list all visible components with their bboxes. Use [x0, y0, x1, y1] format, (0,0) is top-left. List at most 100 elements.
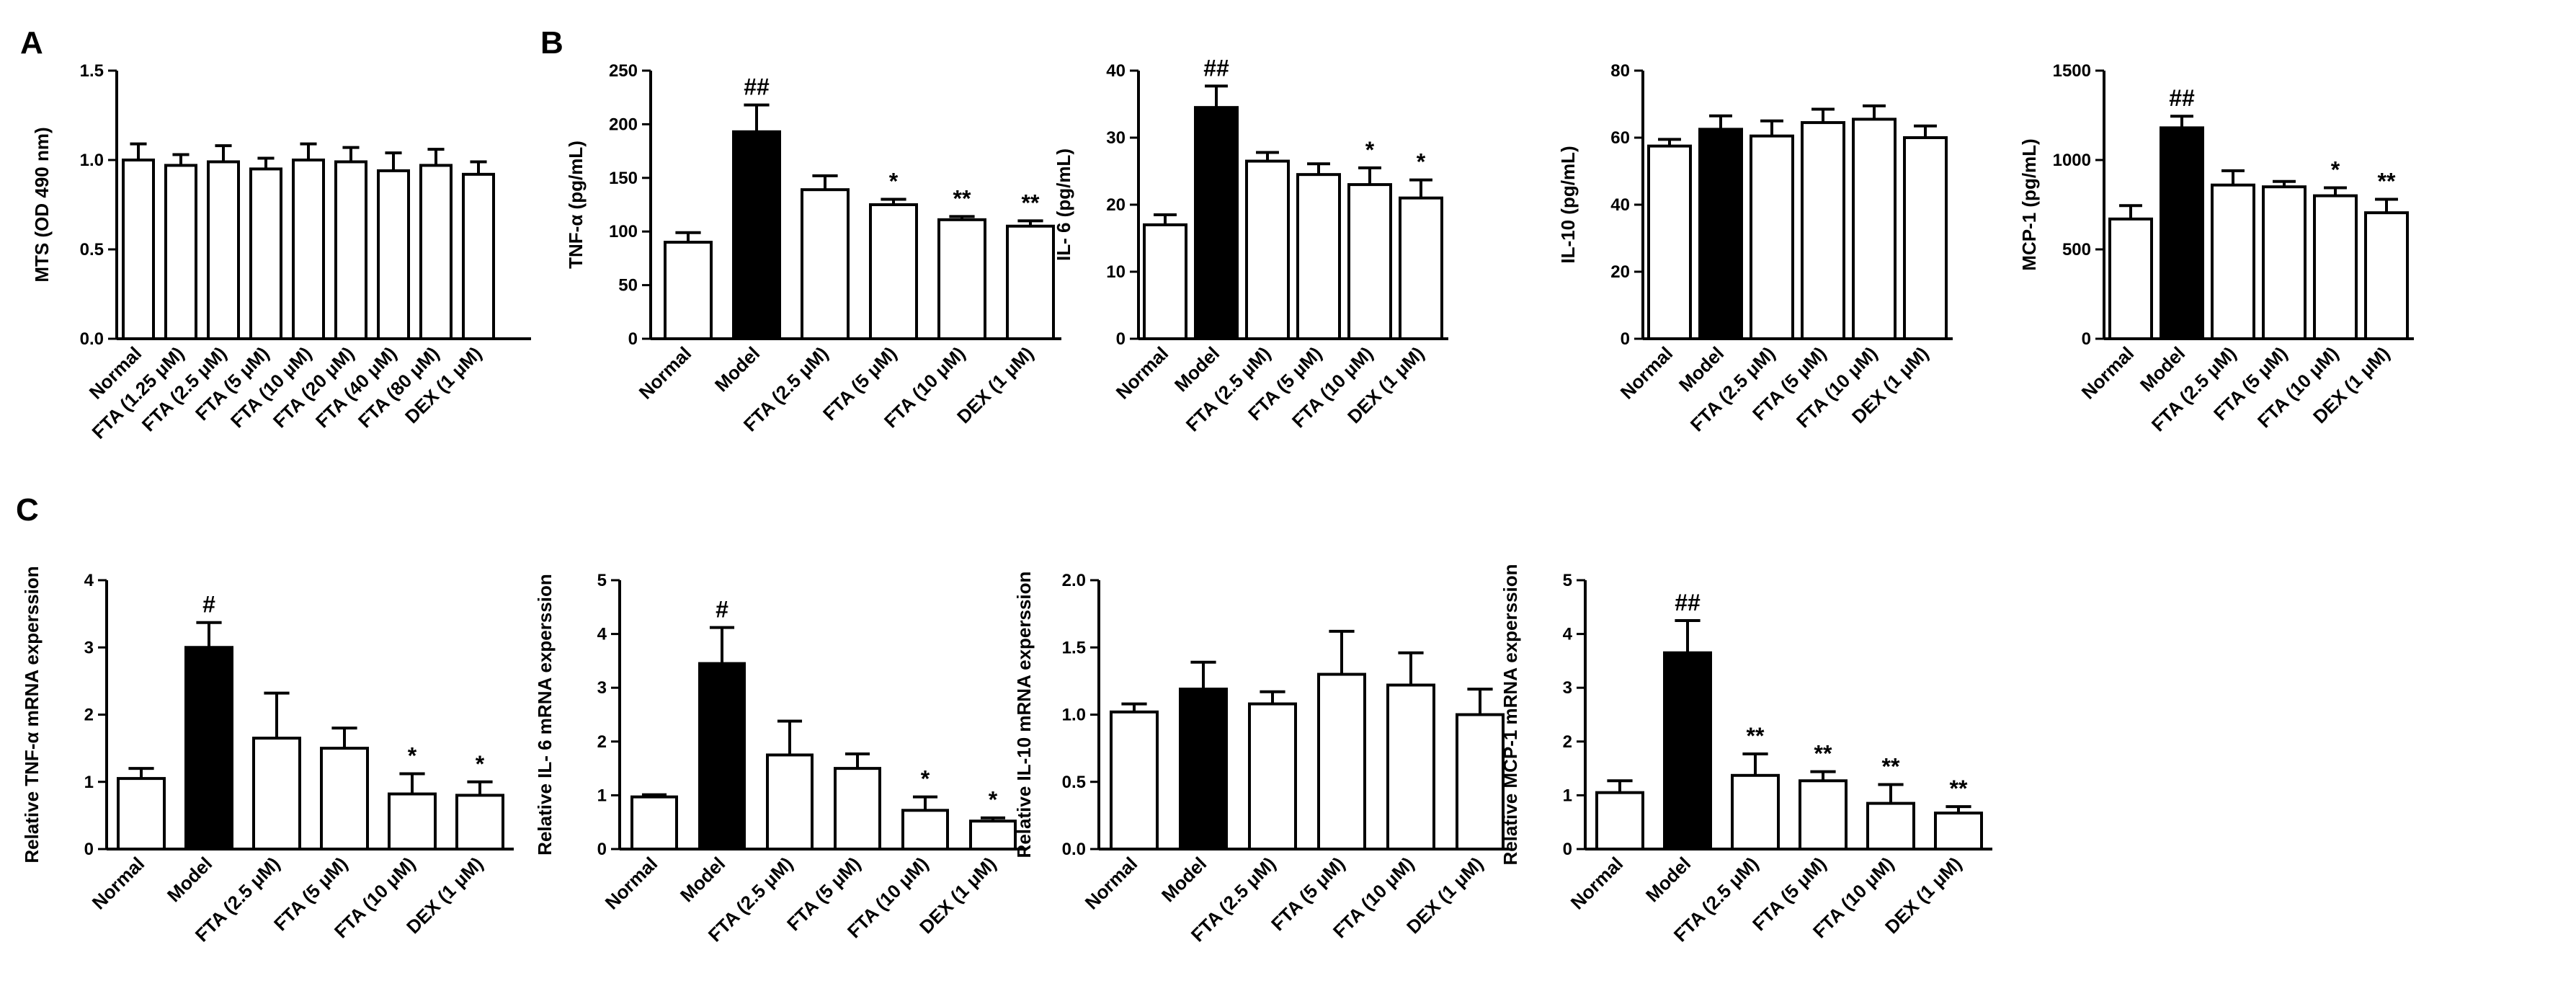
significance-mark: *	[408, 743, 417, 769]
y-axis-label: TNF-α (pg/mL)	[565, 141, 587, 269]
y-tick-label: 1.0	[80, 151, 104, 170]
category-label: Normal	[88, 853, 149, 914]
y-tick-label: 0	[1116, 329, 1126, 349]
y-tick-label: 100	[609, 222, 638, 241]
chart-9: 0 1 2 3 4 5 Relative MCP-1 mRNA experssion Norm…	[1499, 564, 1992, 946]
y-tick-label: 1	[597, 786, 607, 805]
panel-letter-c: C	[16, 492, 39, 528]
bar-3	[252, 737, 301, 850]
bar-3	[1731, 773, 1780, 850]
category-label: Normal	[2077, 342, 2139, 404]
bar-2	[698, 662, 746, 850]
bar-9	[462, 172, 495, 340]
significance-mark: **	[1747, 723, 1765, 749]
category-label: Model	[710, 342, 764, 396]
significance-mark: ##	[1203, 55, 1229, 81]
bar-5	[1866, 801, 1915, 850]
y-tick-label: 1500	[2053, 61, 2091, 81]
y-tick-label: 80	[1610, 61, 1630, 81]
y-tick-label: 40	[1610, 195, 1630, 215]
bar-4	[320, 747, 369, 850]
significance-mark: ##	[2169, 85, 2195, 111]
bar-3	[2211, 183, 2255, 340]
bar-4	[249, 167, 282, 340]
bar-2	[184, 646, 233, 850]
bar-2	[1179, 688, 1228, 850]
category-label: Normal	[1112, 342, 1173, 404]
y-tick-label: 2	[597, 732, 607, 752]
y-tick-label: 5	[597, 571, 607, 590]
significance-mark: **	[1882, 753, 1900, 779]
y-tick-label: 20	[1106, 195, 1126, 215]
y-tick-label: 20	[1610, 262, 1630, 282]
significance-mark: **	[953, 185, 971, 211]
y-tick-label: 250	[609, 61, 638, 81]
y-tick-label: 10	[1106, 262, 1126, 282]
chart-2: 0 50 100 150 200 250 TNF-α (pg/mL) Normal ## Mode…	[565, 61, 1061, 436]
y-tick-label: 0	[1621, 329, 1630, 349]
bar-5	[901, 809, 949, 850]
significance-mark: *	[989, 787, 998, 813]
significance-mark: *	[1365, 137, 1375, 163]
y-tick-label: 3	[1563, 678, 1572, 698]
bar-4	[1801, 121, 1845, 340]
category-label: Normal	[1616, 342, 1677, 404]
category-label: Model	[676, 853, 729, 906]
bar-4	[1296, 173, 1341, 340]
y-axis-label: Relative MCP-1 mRNA experssion	[1499, 564, 1521, 865]
significance-mark: *	[889, 169, 899, 195]
significance-mark: **	[1950, 776, 1968, 801]
y-tick-label: 1.5	[1062, 638, 1086, 657]
bar-1	[1647, 144, 1692, 340]
bar-6	[1934, 812, 1983, 850]
chart-7: 0 1 2 3 4 5 Relative IL- 6 mRNA experssion Norm…	[534, 571, 1027, 946]
y-tick-label: 500	[2062, 240, 2091, 259]
y-tick-label: 5	[1563, 571, 1572, 590]
y-tick-label: 1.5	[80, 61, 104, 81]
category-label: Model	[1641, 853, 1695, 906]
chart-8: 0.0 0.5 1.0 1.5 2.0 Relative IL-10 mRNA exper…	[1013, 571, 1510, 946]
significance-mark: *	[921, 766, 930, 792]
y-tick-label: 0	[597, 840, 607, 859]
y-tick-label: 3	[597, 678, 607, 698]
significance-mark: #	[716, 597, 728, 623]
y-tick-label: 0.0	[80, 329, 104, 349]
y-tick-label: 40	[1106, 61, 1126, 81]
y-tick-label: 3	[84, 638, 94, 657]
y-axis-label: MCP-1 (pg/mL)	[2018, 138, 2040, 270]
y-tick-label: 60	[1610, 128, 1630, 148]
bar-5	[1386, 683, 1435, 850]
bar-5	[1852, 117, 1897, 341]
y-tick-label: 4	[84, 571, 94, 590]
y-tick-label: 1	[84, 773, 94, 792]
chart-6: 0 1 2 3 4 Relative TNF-α mRNA experssion Norma…	[21, 566, 514, 946]
bar-5	[2313, 194, 2358, 340]
y-tick-label: 4	[597, 625, 607, 644]
y-tick-label: 1000	[2053, 151, 2091, 170]
significance-mark: ##	[1675, 590, 1701, 616]
y-tick-label: 0	[84, 840, 94, 859]
y-tick-label: 50	[618, 276, 638, 296]
bar-2	[1663, 651, 1712, 851]
y-tick-label: 1	[1563, 786, 1572, 805]
y-tick-label: 2	[1563, 732, 1572, 752]
bar-1	[630, 795, 678, 850]
significance-mark: **	[2378, 169, 2396, 195]
bar-4	[1799, 779, 1848, 851]
bar-3	[1245, 159, 1290, 340]
y-axis-label: Relative IL- 6 mRNA experssion	[534, 574, 556, 856]
bar-2	[1698, 128, 1743, 340]
bar-3	[207, 160, 240, 340]
bar-5	[388, 792, 437, 851]
significance-mark: ##	[744, 74, 770, 100]
y-tick-label: 2	[84, 706, 94, 725]
bar-4	[869, 203, 918, 340]
bar-2	[1194, 106, 1239, 340]
significance-mark: #	[202, 592, 215, 618]
bar-1	[2108, 217, 2153, 340]
